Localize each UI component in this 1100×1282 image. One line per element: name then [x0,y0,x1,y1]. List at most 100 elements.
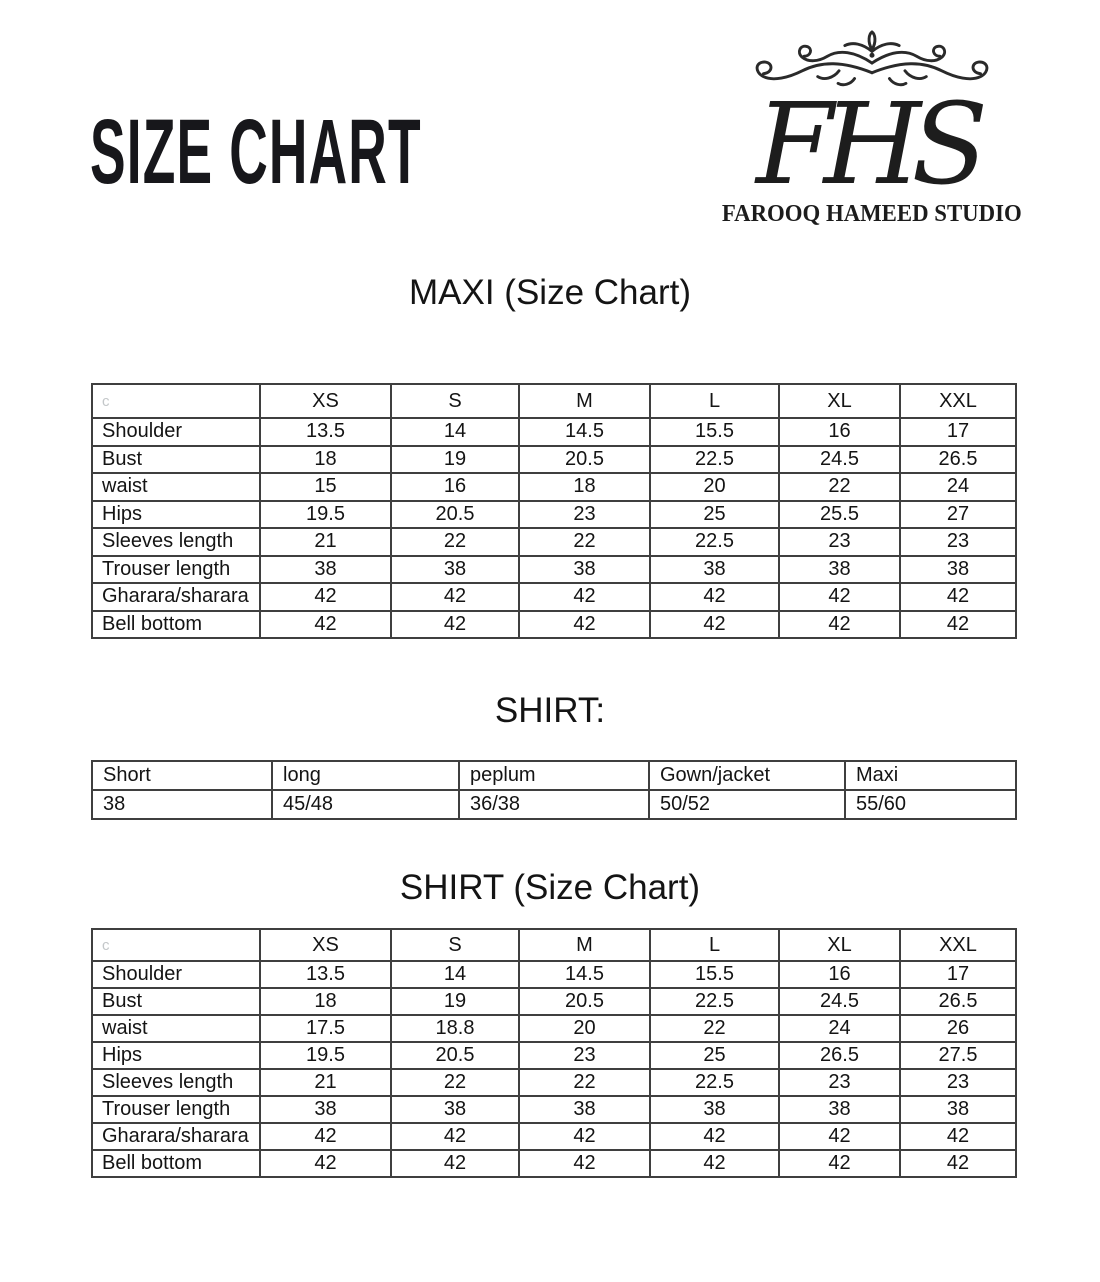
value-cell: 20.5 [518,444,651,474]
maxi-size-table: c XS S M L XL XXL Shoulder 13.5 14 14.5 15.5 16 17 Bus… [91,383,1017,639]
value-cell: 22.5 [649,527,780,557]
flourish-ornament-icon [755,30,989,87]
value-cell: 45/48 [271,789,460,820]
table-row: Sleeves length 21 22 22 22.5 23 23 [91,527,1017,557]
value-cell: 21 [259,527,392,557]
value-cell: 23 [778,527,901,557]
table-row: Gharara/sharara 42 42 42 42 42 42 [91,1122,1017,1151]
value-cell: 25 [649,1041,780,1070]
value-cell: 26.5 [899,444,1017,474]
value-cell: 22.5 [649,1068,780,1097]
row-label: Bust [91,987,261,1016]
header-cell: long [271,760,460,791]
value-cell: 42 [259,582,392,612]
header-cell: M [518,383,651,419]
value-cell: 13.5 [259,417,392,447]
row-label: Gharara/sharara [91,582,261,612]
value-cell: 20.5 [518,987,651,1016]
value-cell: 38 [390,1095,520,1124]
value-cell: 16 [778,960,901,989]
value-cell: 24 [778,1014,901,1043]
value-cell: 42 [649,582,780,612]
table-row: Shoulder 13.5 14 14.5 15.5 16 17 [91,417,1017,447]
value-cell: 38 [390,554,520,584]
value-cell: 38 [649,554,780,584]
value-cell: 15.5 [649,960,780,989]
value-cell: 42 [899,582,1017,612]
table-row: Trouser length 38 38 38 38 38 38 [91,554,1017,584]
value-cell: 20 [518,1014,651,1043]
value-cell: 42 [518,1149,651,1178]
table-row: Hips 19.5 20.5 23 25 25.5 27 [91,499,1017,529]
table-row: Gharara/sharara 42 42 42 42 42 42 [91,582,1017,612]
value-cell: 14 [390,960,520,989]
brand-studio-name: FAROOQ HAMEED STUDIO [722,201,1022,228]
table-row: Trouser length 38 38 38 38 38 38 [91,1095,1017,1124]
value-cell: 22 [390,527,520,557]
value-cell: 26.5 [899,987,1017,1016]
value-cell: 18 [259,444,392,474]
table-row: waist 15 16 18 20 22 24 [91,472,1017,502]
value-cell: 42 [778,1122,901,1151]
value-cell: 19 [390,444,520,474]
value-cell: 14.5 [518,960,651,989]
value-cell: 42 [259,1149,392,1178]
value-cell: 27.5 [899,1041,1017,1070]
header-row: c XS S M L XL XXL [91,383,1017,419]
value-cell: 26 [899,1014,1017,1043]
row-label: Bell bottom [91,1149,261,1178]
row-label: Bell bottom [91,609,261,639]
value-cell: 36/38 [458,789,650,820]
header-cell: XL [778,383,901,419]
row-label: Trouser length [91,554,261,584]
value-cell: 20 [649,472,780,502]
value-cell: 22 [390,1068,520,1097]
value-cell: 23 [778,1068,901,1097]
header-cell: Short [91,760,273,791]
row-label: waist [91,472,261,502]
shirt-section-heading: SHIRT (Size Chart) [399,868,701,907]
header-cell: XS [259,928,392,962]
value-cell: 23 [899,527,1017,557]
table-row: Bell bottom 42 42 42 42 42 42 [91,609,1017,639]
value-cell: 21 [259,1068,392,1097]
value-cell: 23 [899,1068,1017,1097]
header-cell: XL [778,928,901,962]
value-cell: 17.5 [259,1014,392,1043]
shirt-size-table: c XS S M L XL XXL Shoulder 13.5 14 14.5 15.5 16 17 Bus… [91,928,1017,1178]
value-cell: 42 [649,1122,780,1151]
value-cell: 42 [518,609,651,639]
value-cell: 50/52 [648,789,846,820]
value-cell: 19 [390,987,520,1016]
value-cell: 15 [259,472,392,502]
header-cell: L [649,383,780,419]
value-cell: 42 [778,582,901,612]
value-cell: 20.5 [390,499,520,529]
value-cell: 38 [778,1095,901,1124]
value-cell: 16 [778,417,901,447]
value-cell: 38 [259,1095,392,1124]
value-cell: 22 [649,1014,780,1043]
row-label: Sleeves length [91,1068,261,1097]
brand-monogram: FHS [755,80,988,210]
row-label: Shoulder [91,417,261,447]
value-cell: 25 [649,499,780,529]
value-cell: 38 [518,554,651,584]
row-label: Sleeves length [91,527,261,557]
value-cell: 25.5 [778,499,901,529]
header-cell: XXL [899,928,1017,962]
value-cell: 38 [899,554,1017,584]
value-cell: 22.5 [649,444,780,474]
row-label: Trouser length [91,1095,261,1124]
row-label: Bust [91,444,261,474]
value-cell: 42 [390,1122,520,1151]
table-row: Hips 19.5 20.5 23 25 26.5 27.5 [91,1041,1017,1070]
value-cell: 22 [778,472,901,502]
table-row: Bell bottom 42 42 42 42 42 42 [91,1149,1017,1178]
table-row: Shoulder 13.5 14 14.5 15.5 16 17 [91,960,1017,989]
value-cell: 18 [518,472,651,502]
maxi-section-heading: MAXI (Size Chart) [409,273,691,312]
row-label: Shoulder [91,960,261,989]
value-cell: 23 [518,1041,651,1070]
value-cell: 23 [518,499,651,529]
